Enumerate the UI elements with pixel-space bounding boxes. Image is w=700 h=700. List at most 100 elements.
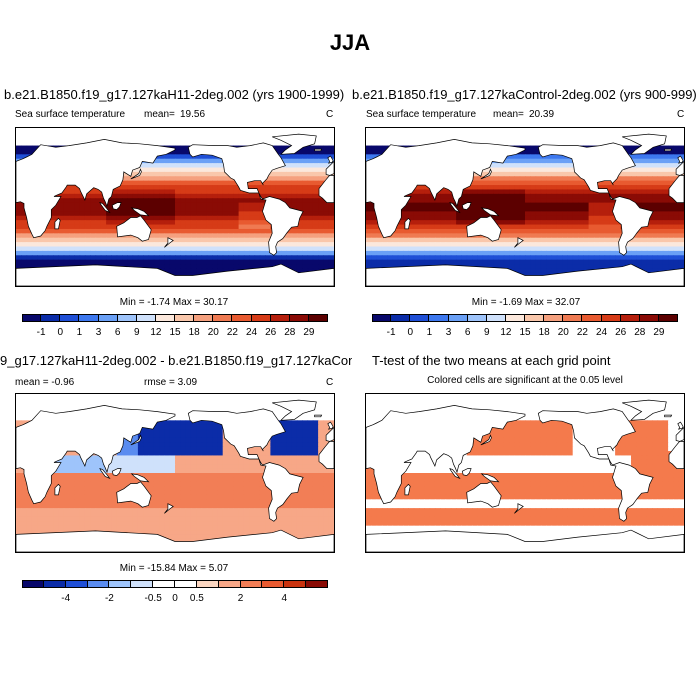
panel1-colorbar-tick-label: 0 [57, 327, 64, 338]
panel3-colorbar-tick-label: -0.5 [144, 593, 162, 604]
panel3-units: C [326, 377, 334, 388]
panel1-colorbar-tick-label: 9 [133, 327, 140, 338]
panel3-colorbar-color-cell [22, 580, 44, 588]
panel1-colorbar-color-cell [289, 314, 309, 322]
landmass-newguinea [130, 207, 150, 217]
landmass-west-europe [675, 426, 684, 442]
panel1-colorbar-tick-label: 6 [114, 327, 121, 338]
panel2-colorbar-color-cell [448, 314, 468, 322]
panel3-colorbar-color-cell [218, 580, 241, 588]
panel1-colorbar-color-cell [136, 314, 156, 322]
landmass-borneo [111, 468, 122, 476]
landmass-west-europe [325, 160, 334, 176]
landmass-sumatra [99, 202, 111, 214]
landmass-antarctica [16, 263, 334, 286]
panel1-colorbar-color-cell [232, 314, 252, 322]
panel3-colorbar-tick-label: 2 [237, 593, 244, 604]
panel2-colorbar-color-cell [601, 314, 621, 322]
panel1-colorbar-color-cell [194, 314, 214, 322]
panel1-colorbar-color-cell [155, 314, 175, 322]
panel1-colorbar-frame [22, 314, 328, 322]
panel3-colorbar-frame [22, 580, 328, 588]
landmass-japan [130, 168, 142, 180]
landmass-africa-europe [366, 405, 526, 505]
panel2-colorbar-tick-label: 22 [576, 327, 588, 338]
panel2-mean-label: mean= [493, 109, 524, 120]
panel3-colorbar-color-cell [87, 580, 110, 588]
panel2-colorbar-frame [372, 314, 678, 322]
panel1-colorbar-tick-label: 26 [265, 327, 277, 338]
panel3-colorbar-tick-label: 0.5 [189, 593, 204, 604]
panel1-colorbar-tick-label: 20 [207, 327, 219, 338]
panel1-colorbar-color-cell [98, 314, 118, 322]
panel3-colorbar-color-cell [240, 580, 263, 588]
panel2-sst-map [365, 127, 685, 287]
panel3-colorbar-color-cell [175, 580, 197, 588]
landmass-americas [187, 142, 304, 256]
landmass-west-africa [318, 175, 334, 203]
landmass-antarctica [366, 263, 684, 286]
landmass-newguinea [480, 207, 500, 217]
panel2-colorbar-tick-label: 28 [634, 327, 646, 338]
panel2-colorbar-color-cell [563, 314, 583, 322]
figure-title: JJA [329, 30, 371, 55]
panel3-rmse: rmse = 3.09 [144, 377, 198, 388]
panel4-title: T-test of the two means at each grid poi… [372, 353, 611, 368]
landmass-iceland [314, 148, 323, 152]
panel1-colorbar-tick-label: 18 [188, 327, 200, 338]
landmass-west-europe [325, 426, 334, 442]
landmass-madagascar [404, 217, 411, 230]
panel1-colorbar-color-cell [117, 314, 137, 322]
landmass-greenland [622, 133, 667, 155]
landmass-uk [677, 421, 684, 430]
landmass-iceland [664, 148, 673, 152]
landmass-borneo [461, 468, 472, 476]
panel4-subtitle: Colored cells are significant at the 0.0… [427, 375, 623, 386]
landmass-newguinea [130, 473, 150, 483]
landmass-japan [480, 434, 492, 446]
panel3-colorbar-tick-label: 0 [172, 593, 178, 604]
panel3-colorbar-color-cell [262, 580, 285, 588]
panel2-minmax: Min = -1.69 Max = 32.07 [471, 297, 581, 308]
landmass-antarctica [366, 529, 684, 552]
landmass-borneo [111, 202, 122, 210]
landmass-nz [514, 503, 524, 514]
panel2-colorbar-color-cell [620, 314, 640, 322]
panel1-minmax: Min = -1.74 Max = 30.17 [119, 297, 229, 308]
landmass-west-africa [668, 441, 684, 469]
panel1-colorbar-color-cell [251, 314, 271, 322]
panel1-colorbar-tick-label: 15 [169, 327, 181, 338]
panel1-colorbar-tick-label: 3 [95, 327, 102, 338]
panel1-colorbar-tick-label: 12 [150, 327, 162, 338]
landmass-americas [537, 408, 654, 522]
panel2-colorbar: -1 0 1 3 6 9 12 15 18 20 22 24 26 28 29 [372, 314, 678, 340]
landmass-greenland [272, 133, 317, 155]
panel1-colorbar-color-cell [22, 314, 42, 322]
panel1-sst-map [15, 127, 335, 287]
panel3-colorbar-color-cell [43, 580, 66, 588]
panel2-colorbar-tick-label: 29 [653, 327, 665, 338]
landmass-sumatra [99, 468, 111, 480]
landmass-uk [677, 155, 684, 164]
landmass-australia [116, 215, 152, 242]
landmass-madagascar [404, 483, 411, 496]
landmass-nz [514, 237, 524, 248]
panel3-colorbar: -4 -2 -0.5 0 0.5 2 4 [22, 580, 328, 606]
panel2-colorbar-tick-label: 24 [595, 327, 608, 338]
landmass-madagascar [54, 483, 61, 496]
panel2-colorbar-color-cell [505, 314, 525, 322]
landmass-japan [130, 434, 142, 446]
panel2-colorbar-tick-label: 20 [557, 327, 569, 338]
panel2-colorbar-tick-label: 18 [538, 327, 550, 338]
panel3-colorbar-color-cell [65, 580, 88, 588]
panel1-colorbar-color-cell [60, 314, 80, 322]
panel2-colorbar-tick-label: 0 [407, 327, 414, 338]
panel2-colorbar-color-cell [391, 314, 411, 322]
panel2-colorbar-color-cell [467, 314, 487, 322]
panel1-variable: Sea surface temperature [15, 109, 126, 120]
panel2-colorbar-color-cell [429, 314, 449, 322]
landmass-americas [187, 408, 304, 522]
panel1-mean-label: mean= [144, 109, 175, 120]
landmass-africa-europe [366, 139, 526, 239]
panel3-colorbar-color-cell [196, 580, 219, 588]
